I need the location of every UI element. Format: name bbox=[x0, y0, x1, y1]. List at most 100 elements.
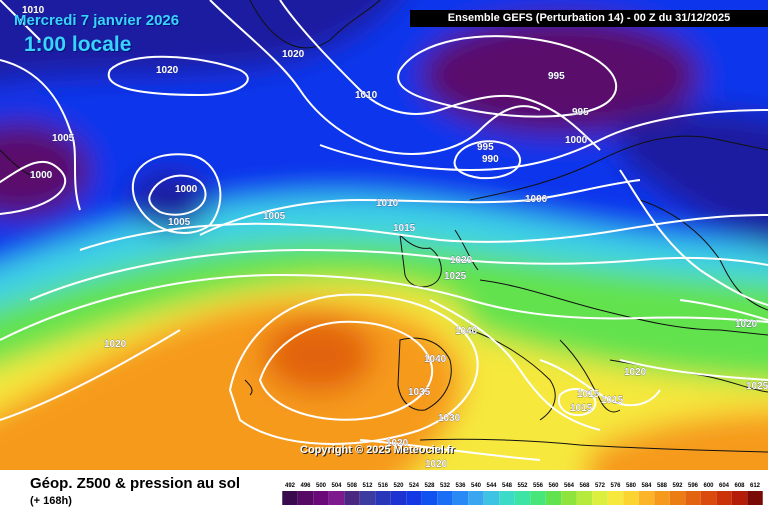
isobar-label: 1015 bbox=[601, 395, 624, 406]
isobar-label: 1020 bbox=[735, 319, 758, 330]
legend-tick-label: 604 bbox=[719, 483, 730, 489]
legend-tick-label: 608 bbox=[734, 483, 745, 489]
legend-tick-label: 508 bbox=[347, 483, 358, 489]
legend-swatch bbox=[406, 491, 422, 505]
legend-tick-label: 544 bbox=[486, 483, 497, 489]
forecast-local-time: 1:00 locale bbox=[24, 33, 132, 56]
legend-tick-label: 524 bbox=[409, 483, 420, 489]
legend-tick-label: 496 bbox=[300, 483, 311, 489]
legend-swatch bbox=[468, 491, 484, 505]
forecast-date: Mercredi 7 janvier 2026 bbox=[14, 12, 180, 29]
isobar-label: 995 bbox=[548, 71, 565, 82]
legend-swatch bbox=[747, 491, 763, 505]
legend-swatch bbox=[514, 491, 531, 505]
run-info-banner: Ensemble GEFS (Perturbation 14) - 00 Z d… bbox=[410, 10, 768, 27]
legend-swatch bbox=[297, 491, 314, 505]
isobar-label: 1020 bbox=[425, 459, 448, 470]
copyright-text: Copyright © 2025 Meteociel.fr bbox=[300, 444, 455, 456]
legend-swatch bbox=[607, 491, 624, 505]
isobar-label: 1020 bbox=[104, 339, 127, 350]
legend-swatch bbox=[654, 491, 670, 505]
legend-swatch bbox=[561, 491, 577, 505]
isobar-label: 995 bbox=[572, 107, 589, 118]
map-title: Géop. Z500 & pression au sol bbox=[30, 475, 241, 492]
legend-tick-label: 536 bbox=[455, 483, 466, 489]
legend-tick-label: 500 bbox=[316, 483, 327, 489]
legend-tick-label: 532 bbox=[440, 483, 451, 489]
legend-swatch bbox=[669, 491, 686, 505]
isobar-label: 995 bbox=[477, 142, 494, 153]
legend-tick-label: 540 bbox=[471, 483, 482, 489]
legend-tick-label: 588 bbox=[657, 483, 668, 489]
isobar-label: 990 bbox=[482, 154, 499, 165]
isobar-label: 1015 bbox=[570, 403, 593, 414]
legend-swatch bbox=[359, 491, 376, 505]
isobar-label: 1020 bbox=[450, 255, 473, 266]
legend-tick-label: 568 bbox=[579, 483, 590, 489]
legend-swatch bbox=[282, 491, 298, 505]
legend-tick-label: 504 bbox=[331, 483, 342, 489]
isobar-label: 1040 bbox=[455, 326, 478, 337]
legend-swatch bbox=[452, 491, 469, 505]
legend-swatch bbox=[483, 491, 500, 505]
legend-tick-label: 580 bbox=[626, 483, 637, 489]
isobar-label: 1025 bbox=[746, 381, 768, 392]
legend-tick-label: 564 bbox=[564, 483, 575, 489]
isobar-label: 1020 bbox=[282, 49, 305, 60]
legend-tick-label: 556 bbox=[533, 483, 544, 489]
legend-tick-label: 612 bbox=[750, 483, 761, 489]
legend-tick-label: 520 bbox=[393, 483, 404, 489]
isobar-label: 1025 bbox=[444, 271, 467, 282]
isobar-label: 1000 bbox=[525, 194, 548, 205]
legend-tick-label: 596 bbox=[688, 483, 699, 489]
isobar-label: 1005 bbox=[52, 133, 75, 144]
isobar-label: 1035 bbox=[408, 387, 431, 398]
isobar-label: 1010 bbox=[355, 90, 378, 101]
legend-swatch bbox=[313, 491, 329, 505]
legend-tick-label: 560 bbox=[548, 483, 559, 489]
legend-swatch bbox=[390, 491, 407, 505]
legend-tick-label: 492 bbox=[285, 483, 296, 489]
isobar-label: 1020 bbox=[624, 367, 647, 378]
color-legend: 492 496 500 504 508 512 516 520 524 528 532 536 540 5… bbox=[282, 483, 763, 505]
legend-swatch bbox=[344, 491, 360, 505]
forecast-lead-time: (+ 168h) bbox=[30, 495, 72, 507]
isobar-label: 1005 bbox=[263, 211, 286, 222]
legend-swatch bbox=[421, 491, 438, 505]
legend-swatch bbox=[685, 491, 701, 505]
legend-swatch bbox=[638, 491, 655, 505]
legend-swatch bbox=[576, 491, 593, 505]
isobar-label: 1030 bbox=[438, 413, 461, 424]
legend-tick-label: 548 bbox=[502, 483, 513, 489]
isobar-label: 1000 bbox=[30, 170, 53, 181]
isobar-label: 1040 bbox=[424, 354, 447, 365]
geopotential-field bbox=[0, 0, 768, 470]
legend-tick-label: 552 bbox=[517, 483, 528, 489]
legend-swatch bbox=[716, 491, 732, 505]
legend-swatch bbox=[623, 491, 639, 505]
legend-tick-label: 584 bbox=[641, 483, 652, 489]
isobar-label: 1010 bbox=[22, 5, 45, 16]
legend-tick-label: 572 bbox=[595, 483, 606, 489]
legend-swatch bbox=[530, 491, 546, 505]
isobar-label: 1020 bbox=[386, 438, 409, 449]
isobar-label: 1010 bbox=[376, 198, 399, 209]
legend-swatch bbox=[592, 491, 608, 505]
legend-swatch bbox=[328, 491, 345, 505]
isobar-label: 1005 bbox=[168, 217, 191, 228]
isobars bbox=[0, 0, 768, 460]
isobar-label: 1015 bbox=[393, 223, 416, 234]
isobar-label: 1015 bbox=[577, 389, 600, 400]
legend-tick-label: 576 bbox=[610, 483, 621, 489]
legend-tick-label: 512 bbox=[362, 483, 373, 489]
legend-swatch bbox=[700, 491, 717, 505]
isobar-label: 1020 bbox=[156, 65, 179, 76]
legend-swatch bbox=[545, 491, 562, 505]
isobar-labels: 1010 1020 1020 1010 995 995 1005 1000 10… bbox=[22, 5, 768, 470]
legend-tick-label: 528 bbox=[424, 483, 435, 489]
isobar-label: 1000 bbox=[175, 184, 198, 195]
legend-swatch bbox=[731, 491, 748, 505]
legend-tick-label: 516 bbox=[378, 483, 389, 489]
legend-tick-label: 592 bbox=[672, 483, 683, 489]
